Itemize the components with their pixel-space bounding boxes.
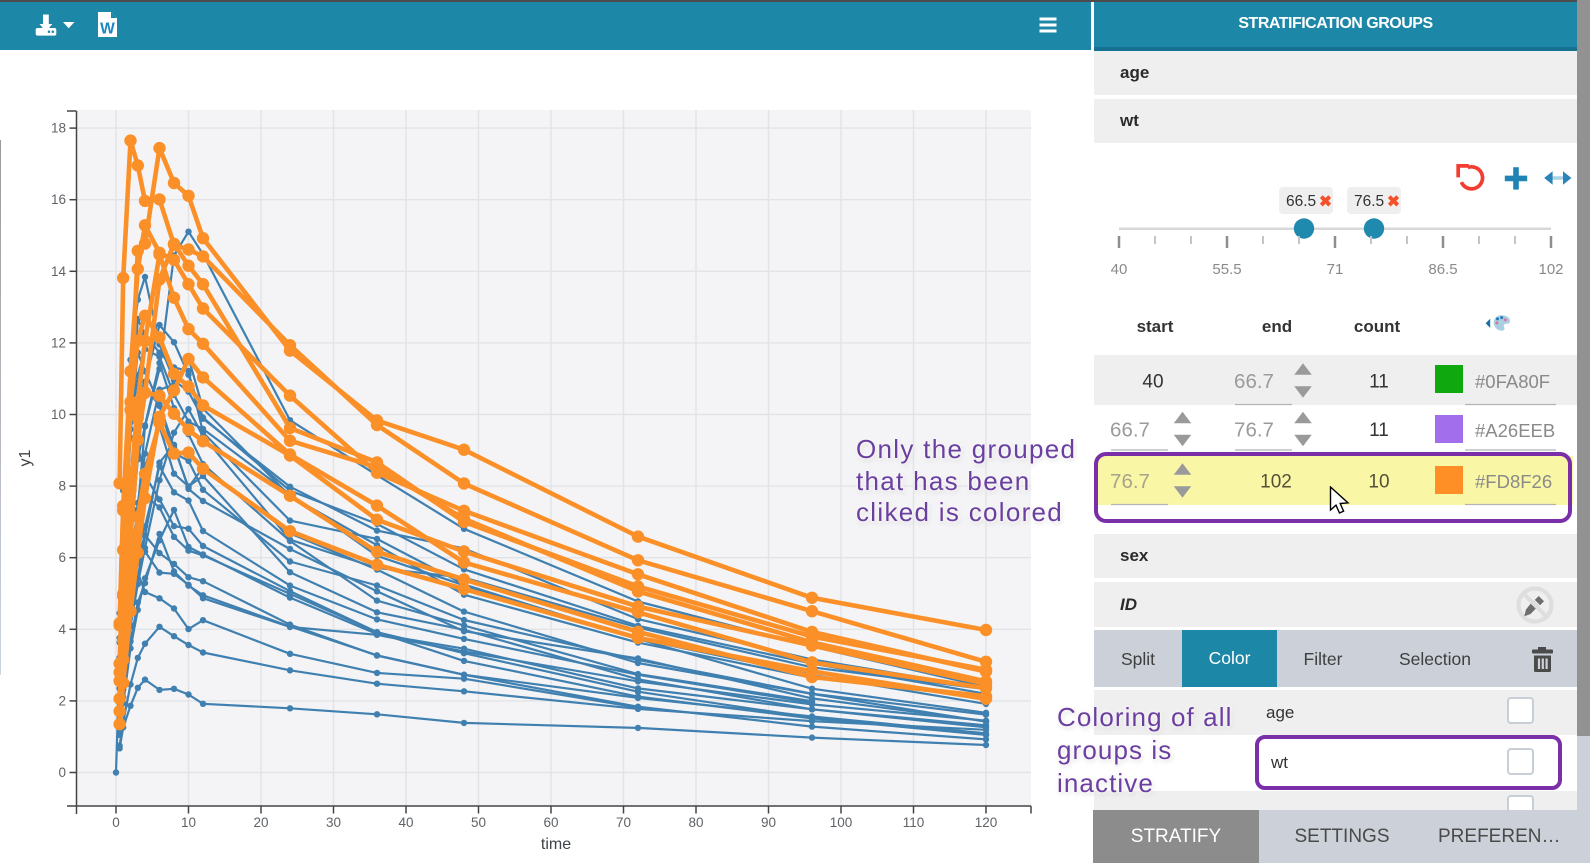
svg-text:55.5: 55.5	[1212, 261, 1241, 278]
svg-text:✖: ✖	[1387, 194, 1400, 211]
svg-text:#A26EEB: #A26EEB	[1475, 420, 1555, 441]
svg-text:20: 20	[253, 815, 268, 830]
svg-text:66.5: 66.5	[1286, 193, 1316, 210]
svg-text:y1: y1	[17, 449, 34, 466]
svg-text:0: 0	[58, 765, 66, 780]
svg-text:76.7: 76.7	[1110, 470, 1150, 493]
svg-text:2: 2	[58, 693, 66, 708]
svg-text:60: 60	[543, 815, 558, 830]
svg-text:80: 80	[688, 815, 703, 830]
svg-text:40: 40	[398, 815, 413, 830]
svg-text:count: count	[1354, 317, 1401, 336]
svg-text:4: 4	[58, 622, 66, 637]
svg-text:#FD8F26: #FD8F26	[1475, 471, 1552, 492]
svg-text:✖: ✖	[1319, 194, 1332, 211]
svg-text:#0FA80F: #0FA80F	[1475, 371, 1550, 392]
svg-text:90: 90	[761, 815, 776, 830]
svg-text:start: start	[1137, 317, 1174, 336]
svg-text:76.7: 76.7	[1234, 419, 1274, 442]
svg-text:8: 8	[58, 479, 66, 494]
svg-text:70: 70	[616, 815, 631, 830]
svg-text:120: 120	[975, 815, 998, 830]
svg-text:0: 0	[112, 815, 120, 830]
svg-text:110: 110	[903, 815, 925, 830]
svg-text:66.7: 66.7	[1234, 370, 1274, 393]
svg-text:W: W	[100, 21, 115, 38]
svg-text:18: 18	[51, 121, 66, 136]
svg-text:6: 6	[58, 550, 66, 565]
svg-text:time: time	[541, 836, 571, 853]
svg-text:102: 102	[1538, 261, 1563, 278]
svg-text:14: 14	[51, 264, 67, 279]
svg-text:10: 10	[181, 815, 196, 830]
svg-text:11: 11	[1369, 420, 1389, 441]
svg-text:86.5: 86.5	[1428, 261, 1457, 278]
svg-text:16: 16	[51, 192, 66, 207]
svg-text:71: 71	[1327, 261, 1344, 278]
svg-text:40: 40	[1142, 372, 1163, 393]
svg-text:10: 10	[51, 407, 66, 422]
svg-text:76.5: 76.5	[1354, 193, 1384, 210]
svg-text:30: 30	[326, 815, 341, 830]
svg-text:50: 50	[471, 815, 486, 830]
svg-text:end: end	[1262, 317, 1292, 336]
svg-text:40: 40	[1111, 261, 1128, 278]
svg-text:12: 12	[51, 335, 66, 350]
svg-text:10: 10	[1368, 472, 1389, 493]
svg-text:100: 100	[830, 815, 853, 830]
svg-text:102: 102	[1260, 472, 1292, 493]
svg-text:66.7: 66.7	[1110, 419, 1150, 442]
svg-text:11: 11	[1369, 372, 1389, 393]
